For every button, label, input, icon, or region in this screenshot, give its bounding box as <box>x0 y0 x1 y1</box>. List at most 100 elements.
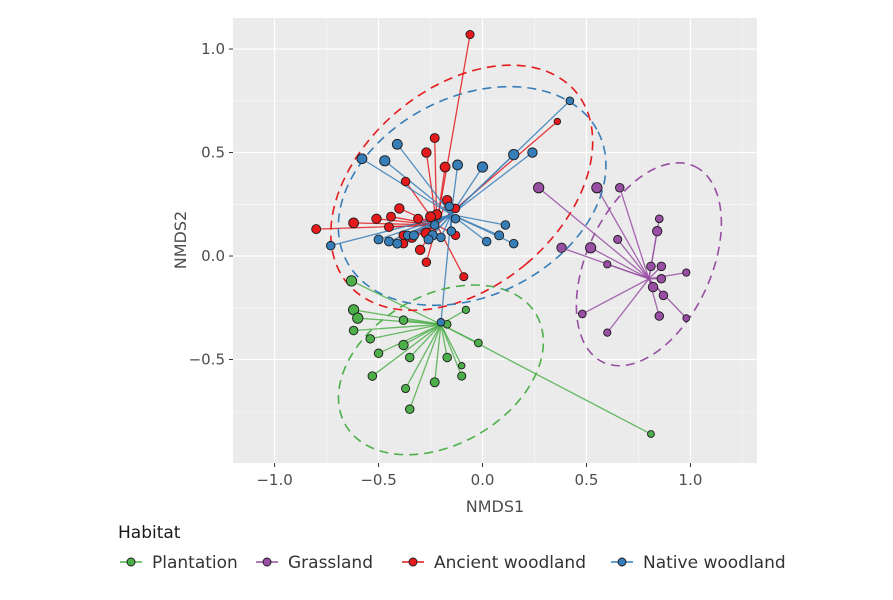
legend-title: Habitat <box>118 523 181 543</box>
plantation-spoke <box>440 324 463 377</box>
native-woodland-ellipse <box>337 85 607 307</box>
plantation-spoke <box>378 323 442 354</box>
native-woodland-spoke <box>384 160 452 216</box>
grassland-ellipse <box>575 162 723 367</box>
ancient-woodland-point <box>425 211 436 223</box>
ancient-woodland-point <box>383 222 394 233</box>
grassland-point <box>585 242 597 254</box>
native-woodland-point <box>452 159 463 171</box>
legend-item-plantation: Plantation <box>120 553 238 573</box>
legend-key-point <box>262 557 272 567</box>
ancient-woodland-point <box>386 211 396 222</box>
grassland-point <box>647 281 659 293</box>
x-tick-label: −1.0 <box>256 471 292 489</box>
ancient-woodland-point <box>371 213 382 224</box>
native-woodland-spoke <box>450 152 533 216</box>
ancient-woodland-point <box>413 213 424 224</box>
axis-ticks: −1.0 −0.5 0.0 0.5 1.0 −0.5 0.0 0.5 1.0 <box>189 40 703 489</box>
grassland-point <box>533 182 545 194</box>
native-woodland-point <box>429 220 440 230</box>
ancient-woodland-spoke <box>316 224 437 230</box>
legend: Plantation Grassland Ancient woodland Nativ… <box>120 553 786 573</box>
plantation-spoke <box>409 323 442 358</box>
native-woodland-point <box>481 236 492 247</box>
plantation-spoke <box>409 324 442 410</box>
grassland-spoke <box>617 239 650 280</box>
grassland-spoke <box>619 187 650 279</box>
ancient-woodland-point <box>400 176 411 187</box>
ancient-woodland-point <box>421 147 432 158</box>
grassland-point <box>615 182 625 193</box>
plantation-point <box>647 430 655 438</box>
grassland-point <box>682 268 691 277</box>
plantation-point <box>401 383 411 394</box>
native-woodland-point <box>500 220 511 230</box>
plantation-spoke <box>353 309 442 325</box>
grassland-point <box>591 182 603 194</box>
plantation-ellipse <box>337 284 545 456</box>
native-woodland-point <box>444 201 455 212</box>
native-woodland-point <box>565 96 575 106</box>
native-woodland-spoke <box>451 214 514 245</box>
ancient-woodland-point <box>429 133 440 144</box>
plantation-point <box>461 305 470 314</box>
grassland-point <box>646 261 656 272</box>
native-woodland-spoke <box>396 143 452 216</box>
plantation-spoke <box>353 323 441 332</box>
grassland-spoke <box>607 263 650 280</box>
plantation-point <box>367 371 378 381</box>
ancient-woodland-point <box>465 30 475 40</box>
x-tick-label: 1.0 <box>679 471 703 489</box>
grassland-spoke <box>606 278 650 334</box>
ancient-woodland-point <box>553 117 562 126</box>
legend-item-native-woodland: Native woodland <box>611 553 786 573</box>
legend-label: Plantation <box>152 553 238 573</box>
plantation-spoke <box>434 324 442 383</box>
legend-label: Ancient woodland <box>434 553 586 573</box>
plantation-point <box>345 275 358 287</box>
plantation-spoke <box>440 324 448 358</box>
native-woodland-point <box>379 155 391 167</box>
plantation-point <box>365 334 375 344</box>
legend-label: Native woodland <box>643 553 786 573</box>
grassland-point <box>652 226 663 237</box>
grassland-spoke <box>582 278 650 315</box>
grassland-point <box>654 311 665 321</box>
legend-label: Grassland <box>288 553 373 573</box>
ancient-woodland-spoke <box>436 34 471 226</box>
native-woodland-point <box>508 148 520 161</box>
native-woodland-point <box>392 238 403 249</box>
native-woodland-point <box>446 226 457 236</box>
plantation-point <box>404 352 415 363</box>
plantation-spoke <box>403 319 442 325</box>
grassland-point <box>613 234 623 245</box>
native-woodland-point <box>373 234 384 245</box>
data-points <box>311 30 691 438</box>
ancient-woodland-point <box>459 272 469 282</box>
native-woodland-point <box>508 238 519 249</box>
x-axis-title: NMDS1 <box>466 497 524 516</box>
y-tick-label: 1.0 <box>201 40 225 58</box>
grassland-spoke <box>590 247 650 280</box>
plantation-point <box>398 339 409 351</box>
legend-key-point <box>408 557 418 567</box>
native-woodland-point <box>476 161 489 173</box>
legend-key-point <box>617 557 627 567</box>
grassland-spoke <box>648 271 687 280</box>
ancient-woodland-point <box>414 244 426 255</box>
grassland-point <box>656 261 667 272</box>
native-woodland-point <box>423 234 434 245</box>
grassland-point <box>658 290 669 301</box>
native-woodland-point <box>436 232 446 243</box>
plantation-point <box>348 325 359 336</box>
plantation-point <box>457 371 467 381</box>
y-tick-label: −0.5 <box>189 351 225 369</box>
ancient-woodland-point <box>439 161 451 173</box>
ancient-woodland-point <box>311 224 322 235</box>
native-woodland-point <box>494 230 505 241</box>
plantation-point <box>398 315 409 325</box>
grassland-point <box>654 214 664 224</box>
ancient-woodland-point <box>348 217 359 229</box>
plantation-point <box>458 362 466 370</box>
